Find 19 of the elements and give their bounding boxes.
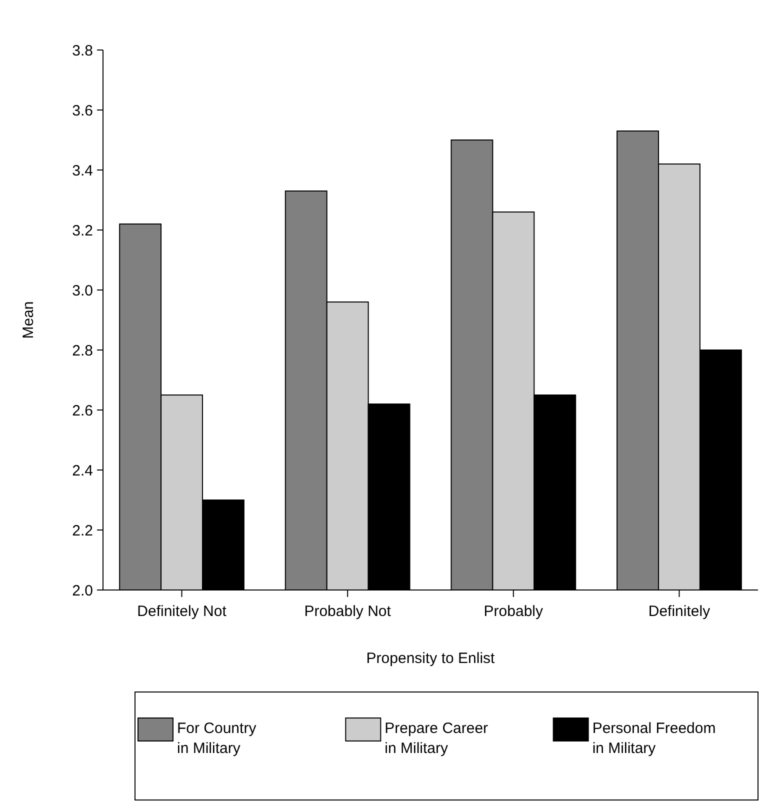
y-tick-label: 2.8 (72, 342, 93, 360)
y-tick-label: 3.2 (72, 222, 93, 240)
y-tick-label: 3.4 (72, 162, 93, 180)
y-tick-label: 2.6 (72, 402, 93, 420)
x-tick-label: Definitely (648, 603, 711, 620)
y-tick-label: 3.0 (72, 282, 93, 300)
legend-label: Prepare Career in Military (384, 720, 488, 757)
y-tick-label: 2.2 (72, 522, 93, 540)
x-tick-label: Probably Not (304, 603, 392, 620)
y-tick-label: 3.6 (72, 102, 93, 120)
x-axis-title: Propensity to Enlist (366, 650, 496, 667)
y-tick-label: 3.8 (72, 42, 93, 60)
legend-label: For Country in Military (177, 720, 257, 757)
legend-label: Personal Freedom in Military (592, 720, 716, 757)
x-tick-label: Definitely Not (137, 603, 228, 620)
y-tick-label: 2.4 (72, 462, 93, 480)
y-axis-title: Mean (20, 301, 37, 339)
y-tick-label: 2.0 (72, 582, 93, 600)
x-tick-label: Probably (484, 603, 544, 620)
